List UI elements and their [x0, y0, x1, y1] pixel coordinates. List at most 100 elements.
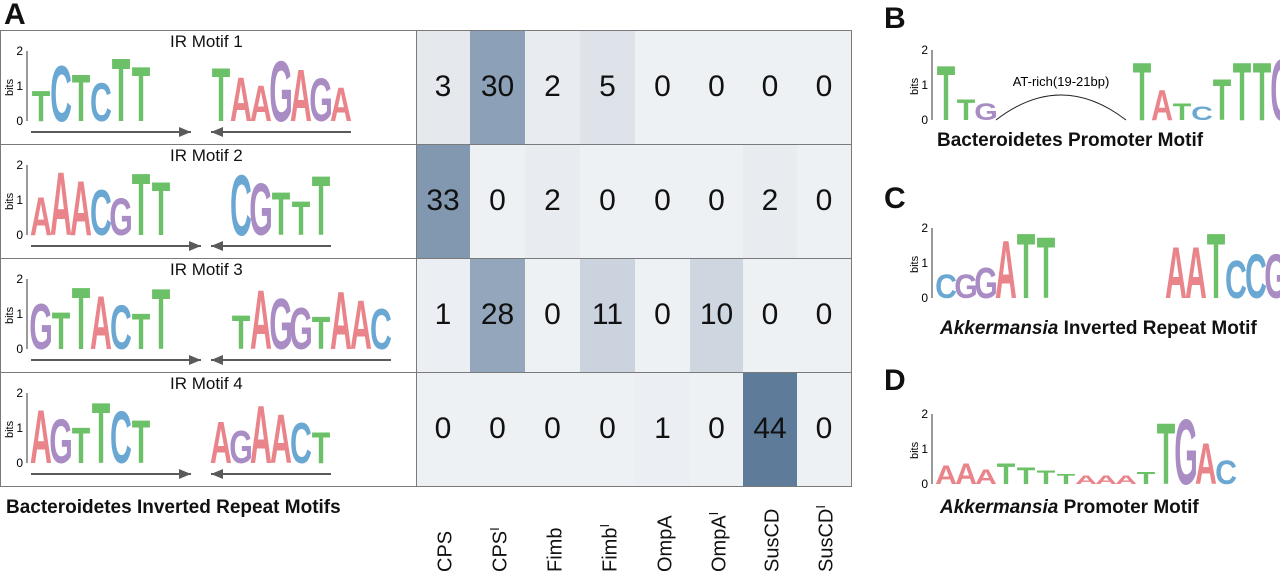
logo-letter: A — [1195, 431, 1217, 496]
logo-letter: T — [1253, 47, 1272, 139]
y-tick-label: 0 — [921, 113, 928, 127]
panel-d-logo: 0 1 2 bits A A A T T T T A A A T T G A C — [904, 401, 1264, 504]
panel-c-caption-rest: Inverted Repeat Motif — [1058, 318, 1257, 339]
y-axis-label: bits — [4, 78, 16, 96]
logo-letter: T — [272, 180, 291, 248]
logo-letter: G — [954, 267, 978, 305]
forward-arrow — [31, 469, 191, 479]
column-header-label: Fimb — [544, 527, 567, 572]
logo-letter: A — [30, 396, 52, 480]
logo-letter: A — [90, 282, 112, 366]
logo-letter: T — [1017, 215, 1036, 318]
count-cell: 11 — [580, 258, 635, 372]
logo-letter: T — [72, 270, 91, 369]
y-tick-label: 2 — [16, 44, 23, 58]
count-cell: 0 — [743, 258, 797, 372]
count-cell: 1 — [416, 258, 470, 372]
count-cell: 33 — [416, 144, 470, 258]
logo-letter: T — [1233, 47, 1252, 139]
logo-letter: A — [70, 165, 92, 252]
y-axis-label: bits — [4, 192, 16, 210]
count-cell: 0 — [797, 30, 851, 144]
logo-letter: A — [1151, 80, 1173, 129]
column-header-superscript: I — [486, 527, 502, 531]
panel-label-b: B — [884, 2, 906, 35]
count-cell: 3 — [416, 30, 470, 144]
reverse-arrow — [211, 469, 331, 479]
panel-d-caption: Akkermansia Promoter Motif — [940, 497, 1199, 519]
y-tick-label: 2 — [921, 43, 928, 57]
logo-letter: A — [955, 459, 977, 491]
column-header-label: CPS — [489, 530, 512, 572]
logo-letter: G — [974, 258, 998, 307]
y-tick-label: 0 — [16, 456, 23, 470]
logo-letter: T — [32, 81, 51, 130]
column-header: OmpAI — [706, 512, 732, 572]
column-header-label: Fimb — [599, 527, 622, 572]
grid-left — [0, 30, 1, 486]
logo-letter: C — [1245, 241, 1267, 312]
panel-d-caption-organism: Akkermansia — [940, 497, 1059, 518]
logo-letter: A — [210, 409, 232, 476]
count-cell: 0 — [580, 372, 635, 486]
y-tick-label: 1 — [921, 442, 928, 456]
logo-letter: T — [112, 41, 131, 142]
count-cell: 30 — [470, 30, 525, 144]
y-tick-label: 1 — [921, 256, 928, 270]
spacer-label: AT-rich(19-21bp) — [1013, 74, 1110, 89]
column-header: FimbI — [597, 524, 623, 572]
logo-letter: A — [50, 155, 72, 256]
y-tick-label: 0 — [16, 342, 23, 356]
motif-title: IR Motif 4 — [170, 374, 243, 393]
y-tick-label: 2 — [921, 407, 928, 421]
count-cell: 0 — [525, 258, 580, 372]
column-header: SusCDI — [813, 505, 839, 572]
column-header: SusCD — [759, 509, 785, 572]
logo-letter: A — [270, 401, 292, 479]
logo-letter: T — [232, 305, 251, 360]
y-tick-label: 1 — [921, 78, 928, 92]
count-cell: 2 — [743, 144, 797, 258]
count-cell: 0 — [690, 30, 743, 144]
grid-row-2 — [0, 258, 852, 259]
logo-letter: T — [957, 95, 976, 127]
y-tick-label: 0 — [16, 114, 23, 128]
logo-letter: T — [997, 459, 1016, 491]
column-header-label: OmpA — [708, 515, 731, 572]
y-tick-label: 2 — [921, 221, 928, 235]
reverse-arrow — [211, 127, 351, 137]
column-header-label: SusCD — [815, 508, 838, 572]
count-cell: 0 — [797, 144, 851, 258]
grid-row-3 — [0, 372, 852, 373]
panel-b-caption: Bacteroidetes Promoter Motif — [937, 130, 1204, 151]
forward-arrow — [31, 355, 201, 365]
motif-title: IR Motif 3 — [170, 260, 243, 279]
motif-title: IR Motif 2 — [170, 146, 243, 165]
count-cell: 0 — [690, 372, 743, 486]
logo-letter: A — [30, 187, 52, 248]
y-tick-label: 0 — [16, 228, 23, 242]
logo-letter: T — [1037, 219, 1056, 317]
logo-letter: T — [1173, 98, 1192, 125]
panel-a-caption: Bacteroidetes Inverted Repeat Motifs — [6, 497, 341, 518]
logo-letter: T — [132, 408, 151, 476]
logo-letter: A — [1095, 473, 1117, 486]
panel-label-a: A — [4, 0, 26, 31]
y-tick-label: 1 — [16, 307, 23, 321]
logo-letter: T — [1057, 471, 1076, 488]
count-cell: 5 — [580, 30, 635, 144]
column-header: CPS — [432, 531, 458, 572]
y-axis-label: bits — [909, 441, 921, 459]
logo-letter: T — [52, 302, 71, 361]
logo-letter: A — [1165, 231, 1187, 313]
y-axis-label: bits — [4, 306, 16, 324]
spacer-arc — [995, 94, 1127, 121]
logo-letter: T — [1207, 215, 1226, 318]
logo-letter: T — [72, 417, 91, 474]
logo-letter: A — [1185, 231, 1207, 313]
logo-letter: A — [250, 75, 272, 132]
